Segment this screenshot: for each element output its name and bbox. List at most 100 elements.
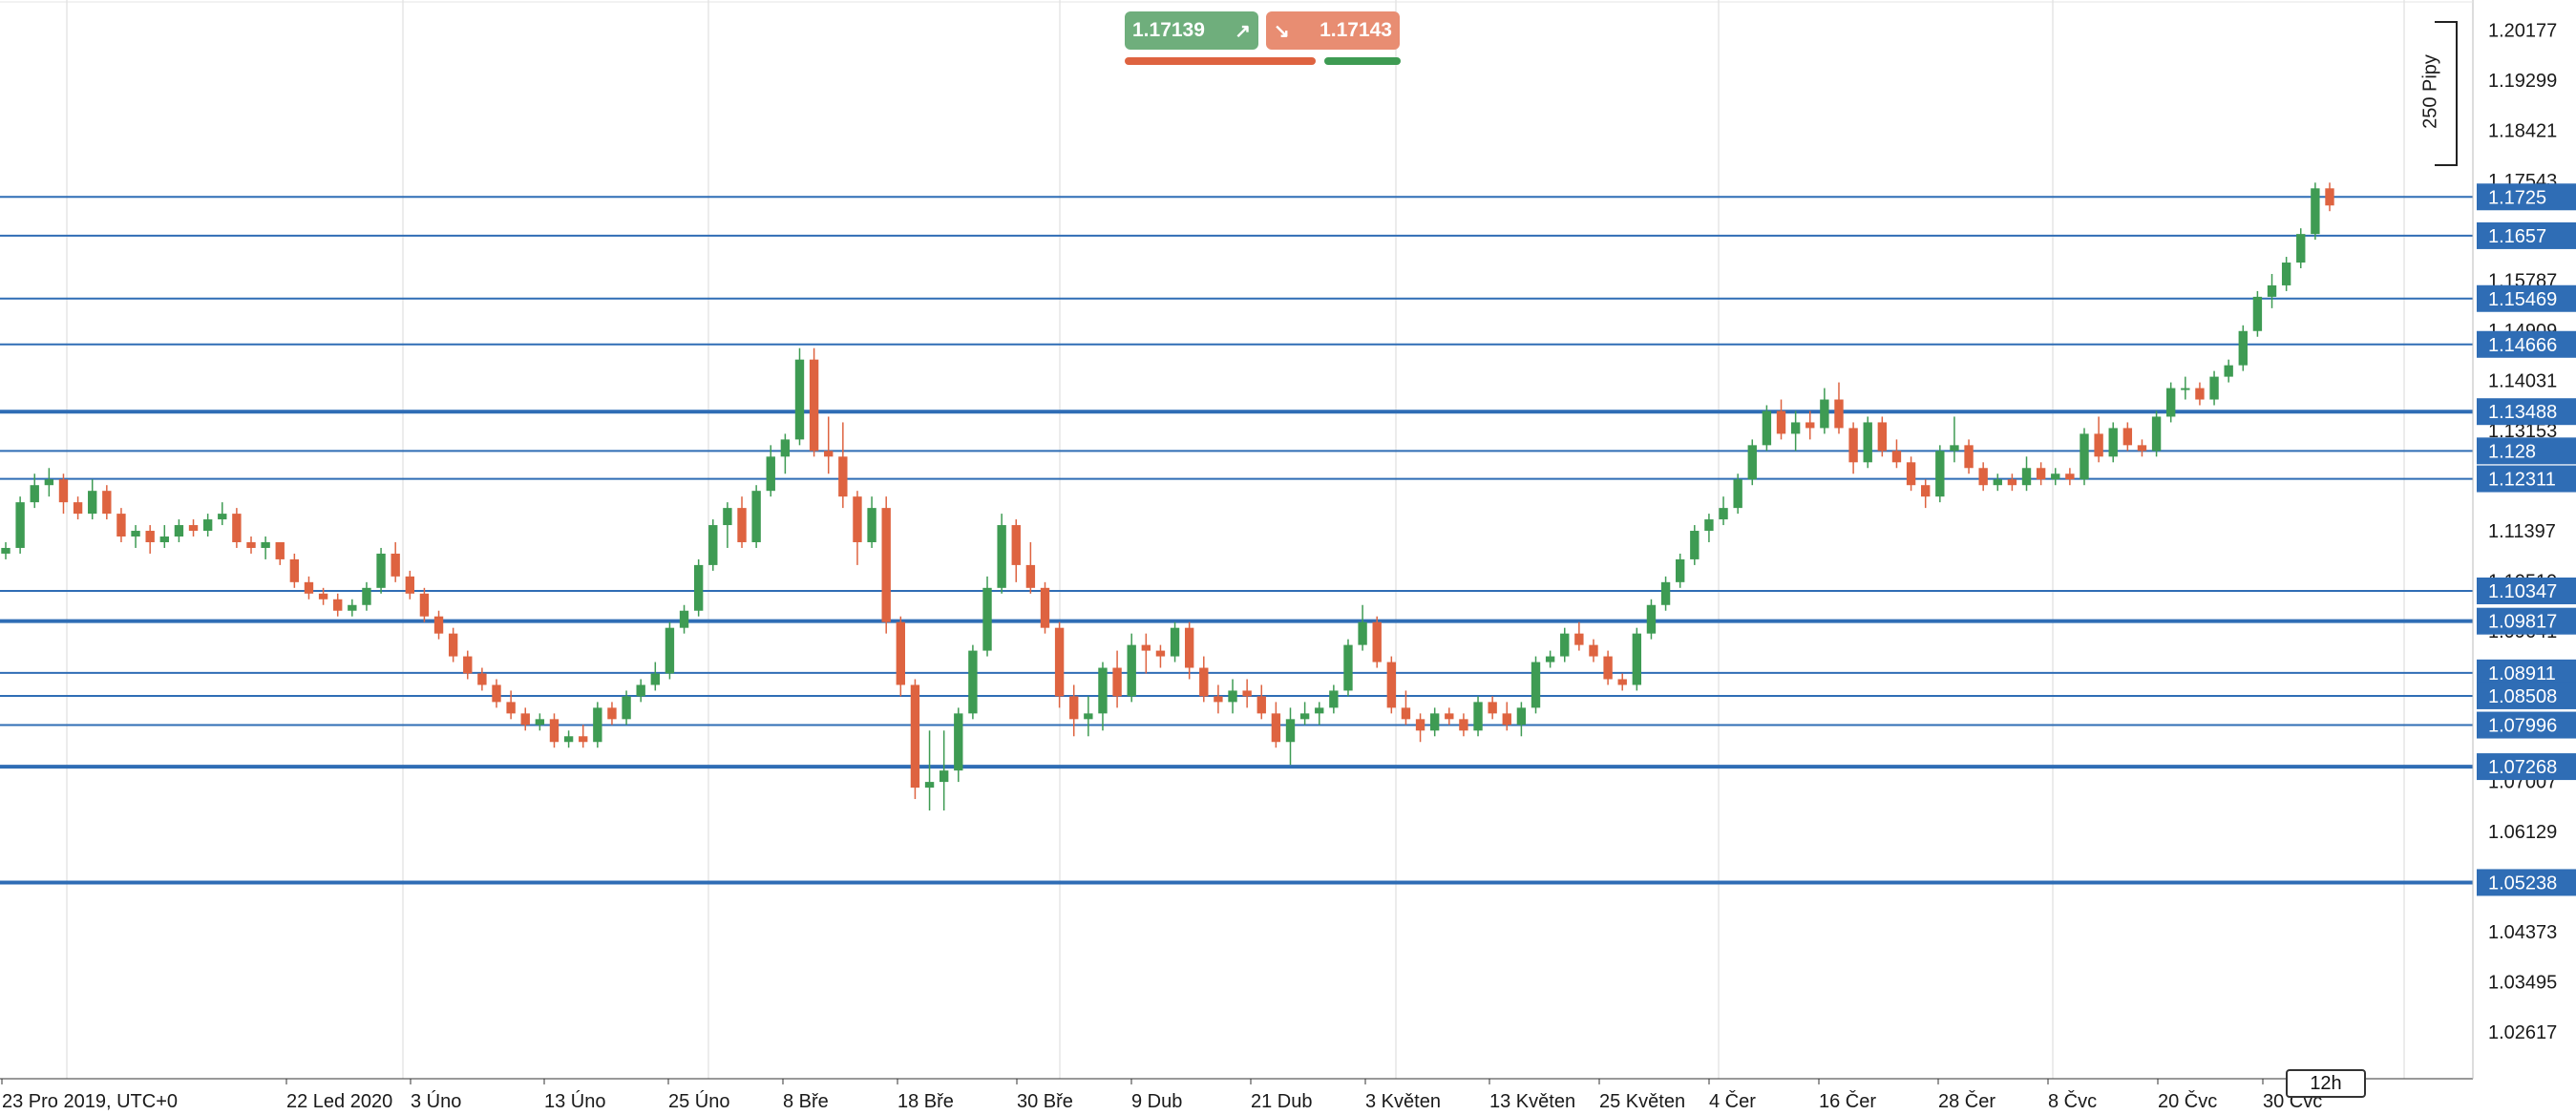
candle[interactable] [1676,553,1685,588]
candle[interactable] [650,662,660,691]
candle[interactable] [766,445,775,497]
candle[interactable] [102,485,112,520]
candle[interactable] [2252,290,2263,337]
candle[interactable] [1011,519,1021,582]
candle[interactable] [1848,422,1858,474]
candle[interactable] [1069,684,1079,737]
candle[interactable] [896,616,906,697]
candle[interactable] [1329,684,1339,714]
candle[interactable] [1660,576,1671,611]
candle[interactable] [1921,479,1931,509]
candle[interactable] [1141,633,1151,674]
candle[interactable] [1445,707,1454,726]
candle[interactable] [1603,650,1613,685]
candle[interactable] [2151,410,2162,457]
candle[interactable] [448,627,458,663]
candle[interactable] [1084,696,1093,737]
candle[interactable] [405,570,414,600]
candle[interactable] [2051,468,2060,486]
candle[interactable] [1805,410,1815,440]
candle[interactable] [2065,468,2075,486]
candle[interactable] [1747,439,1757,486]
candle[interactable] [30,473,39,509]
candle[interactable] [2021,456,2032,492]
candle[interactable] [1516,702,1527,737]
candle[interactable] [391,541,400,582]
candle[interactable] [1531,656,1541,714]
candle[interactable] [1906,456,1916,492]
candle[interactable] [218,502,227,526]
candle[interactable] [2311,182,2320,241]
candle[interactable] [506,690,516,720]
candle[interactable] [188,519,199,537]
candle[interactable] [1820,388,1829,434]
candle[interactable] [131,525,140,548]
candle[interactable] [1025,541,1036,594]
candle[interactable] [622,690,631,726]
buy-button[interactable]: ↘ 1.17143 [1266,11,1400,50]
candle[interactable] [1545,650,1555,668]
candle[interactable] [1285,707,1296,766]
candle[interactable] [607,702,617,726]
candle[interactable] [1242,679,1252,708]
candle[interactable] [1184,621,1194,680]
candle[interactable] [463,650,473,680]
candle[interactable] [1214,684,1223,714]
candle[interactable] [73,496,83,520]
candle[interactable] [1574,621,1584,651]
candle[interactable] [1502,702,1511,731]
candle[interactable] [2181,376,2190,400]
candle[interactable] [159,525,169,548]
candle[interactable] [636,679,645,703]
candle[interactable] [1863,416,1872,469]
candle[interactable] [1299,702,1310,726]
candle[interactable] [1993,473,2002,492]
candle[interactable] [44,468,54,497]
candle[interactable] [1834,382,1844,434]
candle[interactable] [1256,684,1266,720]
candle[interactable] [289,553,300,588]
candle[interactable] [2137,439,2147,457]
candle[interactable] [1762,405,1772,452]
candle[interactable] [2007,473,2017,492]
candle[interactable] [2195,382,2205,406]
candle[interactable] [794,347,805,446]
candle[interactable] [1891,439,1902,469]
candle[interactable] [1950,416,1959,463]
candle[interactable] [202,514,213,537]
candle[interactable] [693,558,704,617]
candle[interactable] [1054,621,1065,708]
candle[interactable] [477,667,487,691]
candle[interactable] [1415,713,1425,743]
candle[interactable] [58,473,69,515]
candle[interactable] [1228,679,1237,714]
candle[interactable] [15,496,25,554]
candle[interactable] [1646,599,1657,640]
candle[interactable] [954,707,963,783]
candle[interactable] [1459,713,1468,737]
candle[interactable] [261,536,270,559]
candle[interactable] [2122,422,2133,452]
candle[interactable] [1040,581,1050,634]
candle[interactable] [2094,416,2103,463]
candle[interactable] [1372,616,1382,668]
candle[interactable] [1112,650,1122,708]
candle[interactable] [1358,604,1367,651]
candle[interactable] [1877,416,1888,457]
candle[interactable] [1386,656,1397,714]
candle[interactable] [2325,182,2334,212]
candle[interactable] [1964,439,1974,474]
candle[interactable] [1733,473,1742,515]
candle[interactable] [982,576,992,657]
candle[interactable] [1617,673,1627,691]
candle[interactable] [376,547,386,594]
sell-button[interactable]: 1.17139 ↗ [1125,11,1258,50]
candle[interactable] [881,496,891,634]
candle[interactable] [1401,690,1411,726]
candle[interactable] [1315,702,1324,726]
candle[interactable] [535,713,545,731]
candle[interactable] [824,416,834,474]
candle[interactable] [997,514,1006,594]
candle[interactable] [1776,399,1786,440]
